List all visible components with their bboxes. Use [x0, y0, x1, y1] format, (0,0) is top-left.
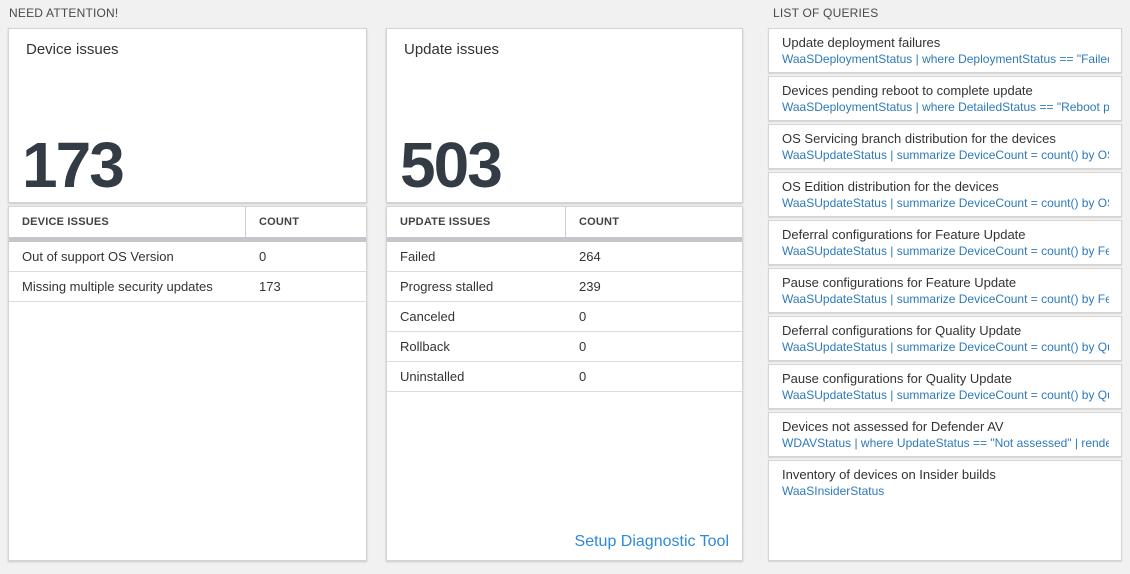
- device-issues-table-header: DEVICE ISSUES COUNT: [9, 207, 366, 237]
- query-text[interactable]: WaaSUpdateStatus | summarize DeviceCount…: [782, 196, 1109, 210]
- table-row[interactable]: Failed 264: [387, 242, 742, 272]
- query-text[interactable]: WaaSUpdateStatus | summarize DeviceCount…: [782, 340, 1109, 354]
- query-text[interactable]: WaaSUpdateStatus | summarize DeviceCount…: [782, 388, 1109, 402]
- query-title: Deferral configurations for Quality Upda…: [782, 323, 1022, 338]
- row-label: Uninstalled: [400, 369, 465, 384]
- row-count: 0: [259, 249, 267, 264]
- query-title: Devices pending reboot to complete updat…: [782, 83, 1033, 98]
- row-label: Missing multiple security updates: [22, 279, 213, 294]
- column-header-count: COUNT: [259, 216, 300, 228]
- query-text[interactable]: WaaSUpdateStatus | summarize DeviceCount…: [782, 148, 1109, 162]
- query-title: Pause configurations for Quality Update: [782, 371, 1012, 386]
- column-header-update-issues: UPDATE ISSUES: [387, 207, 566, 237]
- need-attention-header: NEED ATTENTION!: [9, 6, 119, 20]
- query-title: Pause configurations for Feature Update: [782, 275, 1017, 290]
- update-issues-tile-title: Update issues: [404, 41, 500, 58]
- table-row[interactable]: Progress stalled 239: [387, 272, 742, 302]
- table-row[interactable]: Rollback 0: [387, 332, 742, 362]
- row-count: 264: [579, 249, 601, 264]
- row-count: 0: [579, 339, 587, 354]
- row-label: Progress stalled: [400, 279, 494, 294]
- table-row[interactable]: Out of support OS Version 0: [9, 242, 366, 272]
- query-title: OS Edition distribution for the devices: [782, 179, 999, 194]
- query-item[interactable]: Deferral configurations for Feature Upda…: [768, 220, 1122, 265]
- list-of-queries-header: LIST OF QUERIES: [773, 6, 879, 20]
- query-text[interactable]: WDAVStatus | where UpdateStatus == "Not …: [782, 436, 1109, 450]
- query-item[interactable]: Update deployment failures WaaSDeploymen…: [768, 28, 1122, 73]
- query-list-column: LIST OF QUERIES Update deployment failur…: [768, 5, 1122, 561]
- horizontal-scrollbar[interactable]: [9, 237, 366, 242]
- query-item[interactable]: Deferral configurations for Quality Upda…: [768, 316, 1122, 361]
- query-item[interactable]: Pause configurations for Feature Update …: [768, 268, 1122, 313]
- query-item[interactable]: Inventory of devices on Insider builds W…: [768, 460, 1122, 561]
- row-count: 0: [579, 369, 587, 384]
- query-text[interactable]: WaaSDeploymentStatus | where DeploymentS…: [782, 52, 1109, 66]
- query-item[interactable]: Devices pending reboot to complete updat…: [768, 76, 1122, 121]
- row-count: 239: [579, 279, 601, 294]
- update-issues-table: UPDATE ISSUES COUNT Failed 264 Progress …: [386, 206, 743, 561]
- table-row[interactable]: Canceled 0: [387, 302, 742, 332]
- device-issues-column: NEED ATTENTION! Device issues 173 DEVICE…: [8, 5, 367, 561]
- device-issues-tile[interactable]: Device issues 173: [8, 28, 367, 203]
- query-item[interactable]: OS Edition distribution for the devices …: [768, 172, 1122, 217]
- query-title: Update deployment failures: [782, 35, 941, 50]
- row-label: Failed: [400, 249, 436, 264]
- column-header-count: COUNT: [579, 216, 620, 228]
- query-item[interactable]: OS Servicing branch distribution for the…: [768, 124, 1122, 169]
- table-row[interactable]: Uninstalled 0: [387, 362, 742, 392]
- update-issues-count: 503: [400, 129, 503, 201]
- update-issues-column: Update issues 503 UPDATE ISSUES COUNT Fa…: [386, 5, 743, 561]
- query-title: Deferral configurations for Feature Upda…: [782, 227, 1026, 242]
- device-issues-table: DEVICE ISSUES COUNT Out of support OS Ve…: [8, 206, 367, 561]
- query-item[interactable]: Pause configurations for Quality Update …: [768, 364, 1122, 409]
- query-text[interactable]: WaaSUpdateStatus | summarize DeviceCount…: [782, 244, 1109, 258]
- device-issues-count: 173: [22, 129, 125, 201]
- row-label: Out of support OS Version: [22, 249, 174, 264]
- device-issues-tile-title: Device issues: [26, 41, 119, 58]
- setup-diagnostic-tool-link[interactable]: Setup Diagnostic Tool: [574, 533, 729, 550]
- table-row[interactable]: Missing multiple security updates 173: [9, 272, 366, 302]
- query-item[interactable]: Devices not assessed for Defender AV WDA…: [768, 412, 1122, 457]
- query-text[interactable]: WaaSDeploymentStatus | where DetailedSta…: [782, 100, 1109, 114]
- row-label: Canceled: [400, 309, 455, 324]
- update-issues-tile[interactable]: Update issues 503: [386, 28, 743, 203]
- query-title: Inventory of devices on Insider builds: [782, 467, 996, 482]
- query-list: Update deployment failures WaaSDeploymen…: [768, 28, 1122, 561]
- query-text[interactable]: WaaSInsiderStatus: [782, 484, 885, 498]
- update-issues-table-header: UPDATE ISSUES COUNT: [387, 207, 742, 237]
- row-label: Rollback: [400, 339, 450, 354]
- query-text[interactable]: WaaSUpdateStatus | summarize DeviceCount…: [782, 292, 1109, 306]
- query-title: OS Servicing branch distribution for the…: [782, 131, 1056, 146]
- column-header-device-issues: DEVICE ISSUES: [9, 207, 246, 237]
- horizontal-scrollbar[interactable]: [387, 237, 742, 242]
- row-count: 0: [579, 309, 587, 324]
- query-title: Devices not assessed for Defender AV: [782, 419, 1004, 434]
- row-count: 173: [259, 279, 281, 294]
- spacer: [386, 5, 743, 28]
